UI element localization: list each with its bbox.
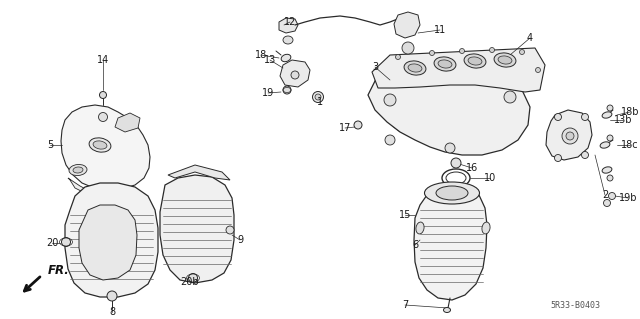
Text: 5R33-B0403: 5R33-B0403 (550, 300, 600, 309)
Circle shape (607, 105, 613, 111)
Polygon shape (160, 175, 234, 283)
Text: 18b: 18b (621, 107, 639, 117)
Text: 14: 14 (97, 55, 109, 65)
Text: 20: 20 (46, 238, 58, 248)
Circle shape (582, 114, 589, 121)
Text: 9: 9 (237, 235, 243, 245)
Text: 13: 13 (264, 55, 276, 65)
Ellipse shape (281, 54, 291, 62)
Circle shape (99, 113, 108, 122)
Text: 16: 16 (466, 163, 478, 173)
Text: FR.: FR. (48, 264, 70, 278)
Polygon shape (368, 55, 530, 155)
Text: 18: 18 (255, 50, 267, 60)
Ellipse shape (73, 167, 83, 173)
Circle shape (607, 175, 613, 181)
Ellipse shape (482, 222, 490, 234)
Circle shape (315, 94, 321, 100)
Ellipse shape (408, 64, 422, 72)
Ellipse shape (93, 141, 107, 149)
Circle shape (566, 132, 574, 140)
Circle shape (607, 135, 613, 141)
Text: 15: 15 (399, 210, 411, 220)
Circle shape (291, 71, 299, 79)
Text: 6: 6 (412, 240, 418, 250)
Circle shape (609, 192, 616, 199)
Text: 8: 8 (109, 307, 115, 317)
Circle shape (283, 86, 291, 94)
Text: 7: 7 (402, 300, 408, 310)
Polygon shape (372, 48, 545, 92)
Ellipse shape (438, 60, 452, 68)
Polygon shape (394, 12, 420, 38)
Circle shape (504, 91, 516, 103)
Polygon shape (79, 205, 137, 280)
Polygon shape (61, 105, 150, 190)
Ellipse shape (424, 182, 479, 204)
Text: 20b: 20b (180, 277, 199, 287)
Text: 12: 12 (284, 17, 296, 27)
Circle shape (536, 68, 541, 72)
Polygon shape (168, 165, 230, 180)
Ellipse shape (436, 186, 468, 200)
Circle shape (61, 238, 70, 247)
Circle shape (604, 199, 611, 206)
Polygon shape (65, 183, 158, 297)
Circle shape (99, 92, 106, 99)
Circle shape (385, 135, 395, 145)
Text: 3: 3 (372, 62, 378, 72)
Polygon shape (279, 18, 298, 33)
Text: 18c: 18c (621, 140, 639, 150)
Text: 10: 10 (484, 173, 496, 183)
Text: 19b: 19b (619, 193, 637, 203)
Ellipse shape (69, 165, 87, 175)
Ellipse shape (416, 222, 424, 234)
Circle shape (312, 92, 323, 102)
Circle shape (445, 143, 455, 153)
Polygon shape (546, 110, 592, 160)
Text: 5: 5 (47, 140, 53, 150)
Text: 19: 19 (262, 88, 274, 98)
Text: 1: 1 (317, 97, 323, 107)
Circle shape (460, 48, 465, 54)
Circle shape (226, 226, 234, 234)
Ellipse shape (498, 56, 512, 64)
Circle shape (554, 114, 561, 121)
Ellipse shape (602, 112, 612, 118)
Text: 13b: 13b (614, 115, 632, 125)
Circle shape (396, 55, 401, 60)
Ellipse shape (602, 167, 612, 173)
Circle shape (451, 158, 461, 168)
Circle shape (582, 152, 589, 159)
Circle shape (354, 121, 362, 129)
Circle shape (562, 128, 578, 144)
Circle shape (429, 50, 435, 56)
Ellipse shape (444, 308, 451, 313)
Circle shape (490, 48, 495, 53)
Ellipse shape (404, 61, 426, 75)
Ellipse shape (494, 53, 516, 67)
Polygon shape (68, 178, 95, 194)
Text: 4: 4 (527, 33, 533, 43)
Circle shape (384, 94, 396, 106)
Ellipse shape (464, 54, 486, 68)
Ellipse shape (434, 57, 456, 71)
Circle shape (189, 273, 198, 283)
Circle shape (402, 42, 414, 54)
Polygon shape (414, 185, 487, 300)
Text: 2: 2 (602, 190, 608, 200)
Ellipse shape (283, 36, 293, 44)
Ellipse shape (89, 138, 111, 152)
Circle shape (520, 49, 525, 55)
Text: 11: 11 (434, 25, 446, 35)
Polygon shape (115, 113, 140, 132)
Polygon shape (280, 60, 310, 87)
Circle shape (554, 154, 561, 161)
Ellipse shape (600, 142, 610, 148)
Circle shape (107, 291, 117, 301)
Text: 17: 17 (339, 123, 351, 133)
Ellipse shape (468, 57, 482, 65)
